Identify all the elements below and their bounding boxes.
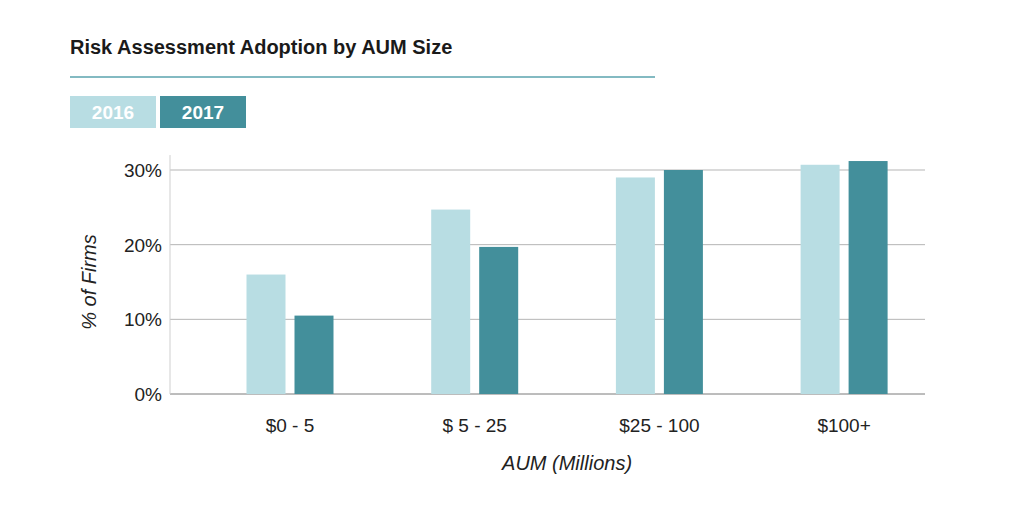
y-tick-label: 10% [124, 309, 162, 330]
bar [801, 165, 840, 394]
x-tick-label: $ 5 - 25 [442, 415, 506, 436]
bar [616, 177, 655, 394]
chart: Risk Assessment Adoption by AUM Size 2016… [0, 0, 1032, 508]
bar [431, 210, 470, 394]
x-axis-title: AUM (Millions) [501, 452, 632, 474]
x-tick-label: $100+ [817, 415, 870, 436]
bar [247, 275, 286, 394]
bars [247, 161, 888, 394]
x-tick-label: $25 - 100 [619, 415, 699, 436]
x-tick-label: $0 - 5 [266, 415, 315, 436]
y-tick-label: 0% [135, 384, 163, 405]
bar [664, 170, 703, 394]
y-tick-label: 20% [124, 235, 162, 256]
title: Risk Assessment Adoption by AUM Size [70, 36, 452, 58]
legend-label: 2017 [182, 102, 224, 123]
title-rule [70, 76, 655, 78]
bar [295, 316, 334, 394]
y-axis-title: % of Firms [78, 234, 100, 330]
y-tick-label: 30% [124, 160, 162, 181]
legend-swatch [70, 96, 156, 128]
bar [849, 161, 888, 394]
legend-label: 2016 [92, 102, 134, 123]
bar [479, 247, 518, 394]
legend-swatch [160, 96, 246, 128]
y-axis-line [170, 155, 171, 394]
